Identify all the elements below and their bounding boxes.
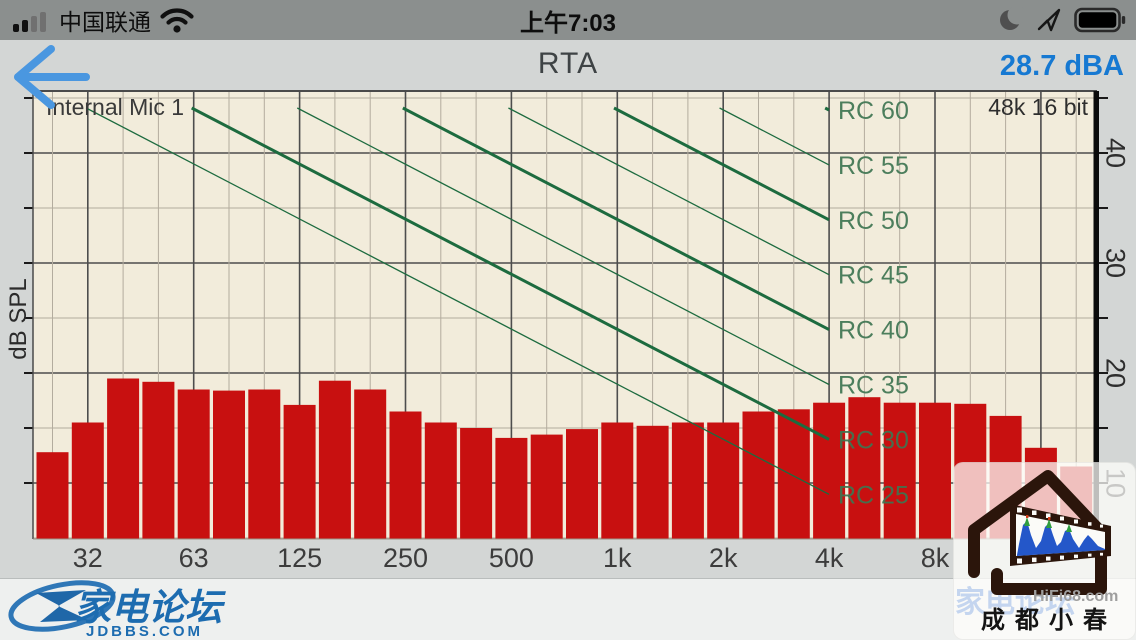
rc-curve-label: RC 25 [838,481,909,509]
back-button[interactable] [4,44,100,113]
spectrum-bar [283,404,316,539]
spectrum-bar [142,381,175,539]
db-tick-label: 40 [1100,137,1131,169]
spectrum-graphic-icon [1017,521,1105,556]
rc-curve [191,106,830,441]
page-title: RTA [537,47,599,80]
battery-icon [1074,7,1126,33]
rc-curve [824,106,830,112]
spectrum-bar [424,422,457,539]
spectrum-bar [389,411,422,539]
rc-curve-label: RC 35 [838,372,909,400]
logo-mark-icon [36,590,88,622]
frequency-tick-label: 32 [72,543,103,573]
back-arrow-icon [14,45,90,109]
bottom-toolbar [0,578,1136,640]
rc-curve [508,107,830,276]
input-source-label: Internal Mic 1 [46,94,184,120]
title-bar: RTA 28.7 dBA [0,40,1136,88]
jdbbs-title: 家电论坛 [74,587,226,628]
rc-curve [85,107,830,495]
frequency-tick-label: 250 [382,543,429,573]
sample-format-label: 48k 16 bit [988,94,1088,120]
frequency-tick-label: 500 [488,543,534,573]
y-axis-label: dB SPL [5,278,32,360]
jdbbs-subtitle: JDBBS.COM [86,623,203,639]
spectrum-bar [248,389,281,539]
clock: 上午7:03 [519,9,617,37]
frequency-tick-label: 1k [603,543,632,573]
spectrum-bar [601,422,634,539]
rc-curve-label: RC 50 [838,207,909,235]
rc-curve-label: RC 55 [838,152,909,180]
rc-curve [296,107,830,386]
spl-readout: 28.7 dBA [999,49,1124,82]
spectrum-bar [36,452,69,539]
swoosh-icon [8,580,116,632]
hifi-site-text: HiFi68.com [1033,588,1118,605]
rc-curve [613,106,830,222]
rc-curve-label: RC 45 [838,262,909,290]
spectrum-bar [107,378,140,539]
db-tick-label: 30 [1100,247,1131,279]
spectrum-bar [636,425,669,539]
spectrum-bar [813,402,846,539]
spectrum-bar [460,428,493,539]
author-name: 成都小春 [981,607,1117,634]
spectrum-bar [848,397,881,539]
frequency-tick-label: 125 [277,543,323,573]
spectrum-bar [566,429,598,539]
spectrum-plot: RC 60 RC 55 RC 50 RC 45 RC 40 RC 35 RC 30 RC 25… [24,90,1108,540]
spectrum-bar [707,422,740,539]
rc-curve [402,106,830,331]
spectrum-bar [318,380,351,539]
location-arrow-icon [1037,8,1061,32]
author-watermark: 家电论坛 HiFi68.com 成都小春 [953,462,1136,640]
spectrum-bar [213,390,245,539]
rta-chart: RC 60 RC 55 RC 50 RC 45 RC 40 RC 35 RC 30 RC 25… [0,88,1136,540]
spectrum-bar [71,422,104,539]
jdbbs-watermark: 家电论坛 JDBBS.COM [6,579,296,640]
cellular-signal-icon [13,12,46,32]
frequency-tick-label: 4k [814,543,844,573]
x-axis-labels: 32 63 125 250 500 1k 2k 4k 8k [0,540,1136,578]
rc-curve-label: RC 60 [838,97,909,125]
spectrum-bar [177,389,210,539]
rc-curve-label: RC 30 [838,426,909,454]
spectrum-bar [777,409,810,539]
spectrum-bar [671,422,704,539]
spectrum-bar [354,389,387,539]
spectrum-bar [495,437,528,539]
rc-curve-label: RC 40 [838,317,909,345]
db-tick-label: 20 [1100,357,1131,389]
moon-icon [1000,7,1024,30]
frequency-tick-label: 8k [920,543,950,573]
spectrum-bar [919,402,951,539]
spectrum-bar [883,402,916,539]
frequency-tick-label: 2k [708,543,738,573]
rc-curve [719,107,830,166]
spectrum-bar [742,411,775,539]
frequency-tick-label: 63 [178,543,209,573]
status-bar: 中国联通 上午7:03 [0,0,1136,40]
carrier-label: 中国联通 [59,9,151,35]
spectrum-bar [530,434,563,539]
wifi-icon [160,7,194,33]
